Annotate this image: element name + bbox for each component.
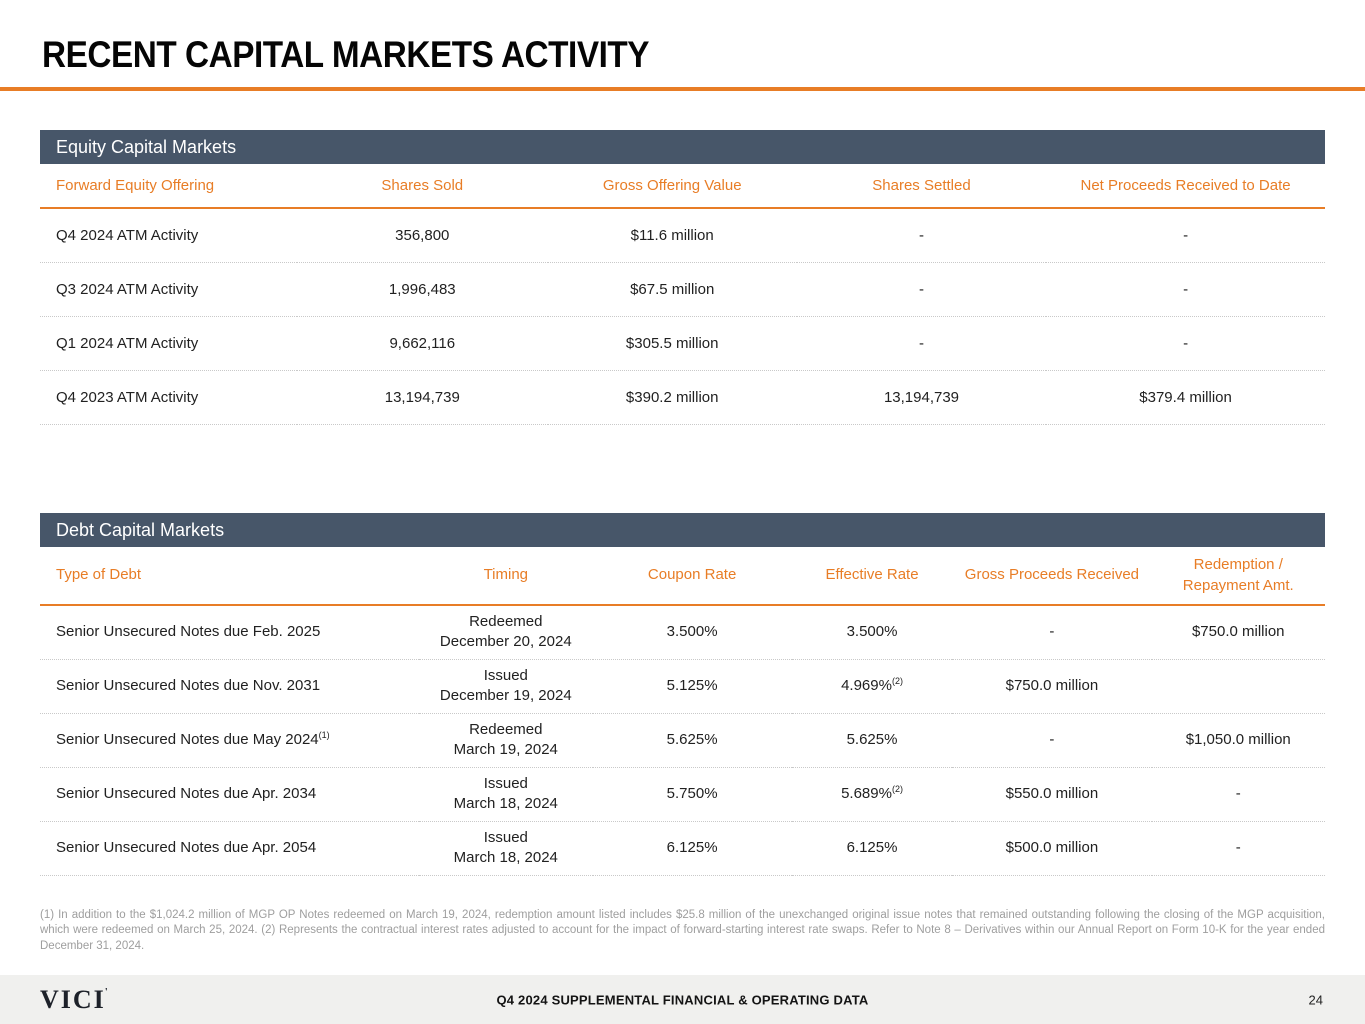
footnote-marker: (1) (318, 729, 330, 740)
debt-section-header: Debt Capital Markets (40, 513, 1325, 547)
footer: VICI' Q4 2024 SUPPLEMENTAL FINANCIAL & O… (0, 975, 1365, 1024)
cell-timing: Issued December 19, 2024 (419, 659, 593, 714)
cell-net-proceeds: - (1046, 316, 1325, 371)
column-header-timing: Timing (419, 547, 593, 606)
column-header-effective-rate: Effective Rate (791, 547, 953, 606)
equity-section-title: Equity Capital Markets (56, 137, 237, 157)
cell-gross-proceeds: $750.0 million (952, 659, 1152, 714)
cell-shares-settled: - (796, 208, 1047, 263)
column-header-gross-proceeds: Gross Proceeds Received (952, 547, 1152, 606)
cell-offering: Q3 2024 ATM Activity (40, 262, 297, 317)
cell-redemption: $750.0 million (1151, 605, 1325, 660)
column-header-gross-offering-value: Gross Offering Value (547, 164, 797, 209)
cell-effective-rate: 5.689%(2) (791, 767, 953, 822)
vici-logo: VICI' (40, 984, 108, 1014)
title-accent-rule (0, 87, 1365, 91)
equity-header-row: Forward Equity Offering Shares Sold Gros… (40, 164, 1325, 209)
table-row: Q3 2024 ATM Activity 1,996,483 $67.5 mil… (40, 262, 1325, 317)
footnote-marker: (2) (891, 675, 903, 686)
table-row: Q4 2024 ATM Activity 356,800 $11.6 milli… (40, 208, 1325, 263)
cell-shares-sold: 356,800 (297, 208, 548, 263)
cell-type-of-debt: Senior Unsecured Notes due May 2024(1) (40, 713, 420, 768)
equity-table: Forward Equity Offering Shares Sold Gros… (40, 164, 1325, 425)
cell-coupon-rate: 6.125% (592, 821, 792, 876)
cell-redemption (1151, 659, 1325, 714)
cell-gross-offering-value: $305.5 million (547, 316, 797, 371)
debt-section: Debt Capital Markets Type of Debt Timing… (40, 513, 1325, 876)
cell-gross-proceeds: - (952, 713, 1152, 768)
debt-section-title: Debt Capital Markets (56, 520, 225, 540)
cell-timing: Redeemed March 19, 2024 (419, 713, 593, 768)
column-header-net-proceeds: Net Proceeds Received to Date (1046, 164, 1325, 209)
cell-type-of-debt: Senior Unsecured Notes due Apr. 2034 (40, 767, 420, 822)
equity-section: Equity Capital Markets Forward Equity Of… (40, 130, 1325, 425)
column-header-type-of-debt: Type of Debt (40, 547, 420, 606)
cell-type-of-debt: Senior Unsecured Notes due Nov. 2031 (40, 659, 420, 714)
column-header-forward-equity-offering: Forward Equity Offering (40, 164, 297, 209)
cell-shares-settled: 13,194,739 (796, 370, 1047, 425)
cell-coupon-rate: 3.500% (592, 605, 792, 660)
cell-timing: Redeemed December 20, 2024 (419, 605, 593, 660)
cell-effective-rate: 5.625% (791, 713, 953, 768)
cell-timing: Issued March 18, 2024 (419, 821, 593, 876)
cell-shares-sold: 9,662,116 (297, 316, 548, 371)
cell-type-of-debt: Senior Unsecured Notes due Feb. 2025 (40, 605, 420, 660)
cell-shares-settled: - (796, 316, 1047, 371)
cell-shares-sold: 1,996,483 (297, 262, 548, 317)
cell-gross-offering-value: $11.6 million (547, 208, 797, 263)
footer-title: Q4 2024 SUPPLEMENTAL FINANCIAL & OPERATI… (496, 992, 869, 1007)
cell-offering: Q4 2023 ATM Activity (40, 370, 297, 425)
cell-gross-proceeds: $550.0 million (952, 767, 1152, 822)
equity-section-header: Equity Capital Markets (40, 130, 1325, 164)
table-row: Senior Unsecured Notes due Nov. 2031 Iss… (40, 659, 1325, 714)
cell-effective-rate: 6.125% (791, 821, 953, 876)
footnote: (1) In addition to the $1,024.2 million … (40, 909, 1325, 952)
column-header-shares-sold: Shares Sold (297, 164, 548, 209)
column-header-coupon-rate: Coupon Rate (592, 547, 792, 606)
cell-timing: Issued March 18, 2024 (419, 767, 593, 822)
column-header-redemption: Redemption / Repayment Amt. (1151, 547, 1325, 606)
cell-redemption: - (1151, 767, 1325, 822)
cell-effective-rate: 3.500% (791, 605, 953, 660)
cell-gross-proceeds: - (952, 605, 1152, 660)
cell-offering: Q4 2024 ATM Activity (40, 208, 297, 263)
cell-gross-offering-value: $390.2 million (547, 370, 797, 425)
cell-gross-offering-value: $67.5 million (547, 262, 797, 317)
cell-redemption: $1,050.0 million (1151, 713, 1325, 768)
cell-effective-rate: 4.969%(2) (791, 659, 953, 714)
cell-shares-sold: 13,194,739 (297, 370, 548, 425)
cell-gross-proceeds: $500.0 million (952, 821, 1152, 876)
page-number: 24 (1308, 992, 1323, 1007)
cell-redemption: - (1151, 821, 1325, 876)
table-row: Senior Unsecured Notes due Feb. 2025 Red… (40, 605, 1325, 660)
cell-type-of-debt: Senior Unsecured Notes due Apr. 2054 (40, 821, 420, 876)
footnote-marker: (2) (891, 783, 903, 794)
debt-header-row: Type of Debt Timing Coupon Rate Effectiv… (40, 547, 1325, 606)
logo-trademark-tick: ' (104, 985, 108, 998)
column-header-shares-settled: Shares Settled (796, 164, 1047, 209)
cell-shares-settled: - (796, 262, 1047, 317)
cell-coupon-rate: 5.625% (592, 713, 792, 768)
cell-net-proceeds: $379.4 million (1046, 370, 1325, 425)
table-row: Senior Unsecured Notes due Apr. 2034 Iss… (40, 767, 1325, 822)
table-row: Senior Unsecured Notes due Apr. 2054 Iss… (40, 821, 1325, 876)
debt-table: Type of Debt Timing Coupon Rate Effectiv… (40, 547, 1325, 876)
cell-net-proceeds: - (1046, 262, 1325, 317)
page-title: RECENT CAPITAL MARKETS ACTIVITY (42, 34, 650, 75)
table-row: Senior Unsecured Notes due May 2024(1) R… (40, 713, 1325, 768)
cell-offering: Q1 2024 ATM Activity (40, 316, 297, 371)
cell-coupon-rate: 5.125% (592, 659, 792, 714)
table-row: Q4 2023 ATM Activity 13,194,739 $390.2 m… (40, 370, 1325, 425)
table-row: Q1 2024 ATM Activity 9,662,116 $305.5 mi… (40, 316, 1325, 371)
cell-coupon-rate: 5.750% (592, 767, 792, 822)
cell-net-proceeds: - (1046, 208, 1325, 263)
